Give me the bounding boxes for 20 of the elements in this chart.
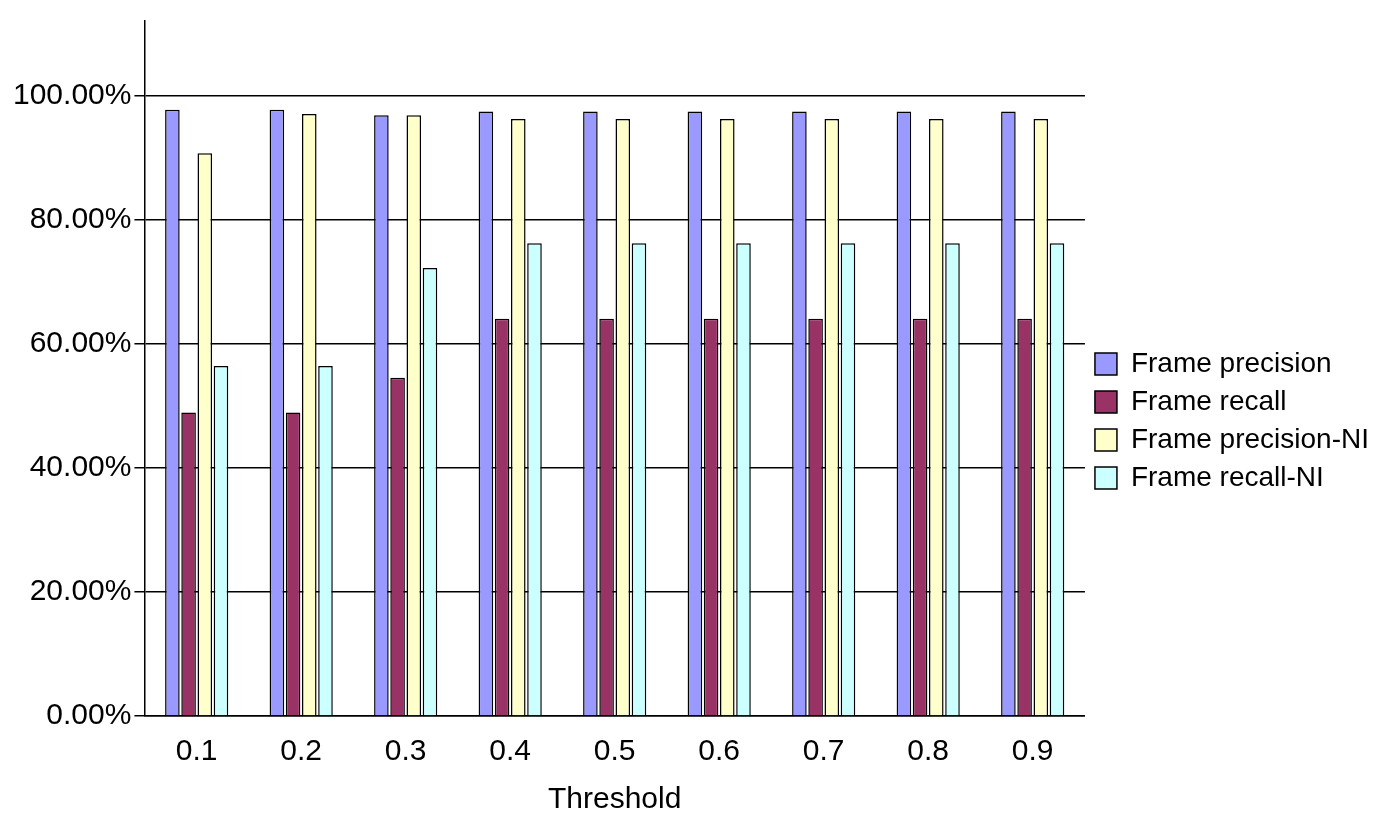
y-tick-label: 20.00% xyxy=(29,573,132,607)
y-tick-label: 0.00% xyxy=(46,697,132,731)
x-tick-label: 0.9 xyxy=(1011,733,1054,767)
x-tick-label: 0.3 xyxy=(384,733,427,767)
x-axis-title: Threshold xyxy=(547,781,682,815)
x-tick-label: 0.7 xyxy=(802,733,845,767)
legend-label: Frame precision xyxy=(1130,346,1332,378)
legend-label: Frame precision-NI xyxy=(1130,422,1370,454)
x-tick-label: 0.8 xyxy=(907,733,950,767)
y-tick-label: 40.00% xyxy=(29,449,132,483)
x-tick-label: 0.4 xyxy=(489,733,532,767)
y-tick-label: 60.00% xyxy=(29,324,132,358)
legend-label: Frame recall-NI xyxy=(1130,460,1324,492)
x-tick-label: 0.5 xyxy=(593,733,636,767)
y-tick-label: 100.00% xyxy=(13,76,132,110)
legend-label: Frame recall xyxy=(1130,384,1287,416)
x-tick-label: 0.6 xyxy=(698,733,741,767)
y-tick-label: 80.00% xyxy=(29,200,132,234)
x-tick-label: 0.1 xyxy=(175,733,218,767)
x-tick-label: 0.2 xyxy=(280,733,323,767)
